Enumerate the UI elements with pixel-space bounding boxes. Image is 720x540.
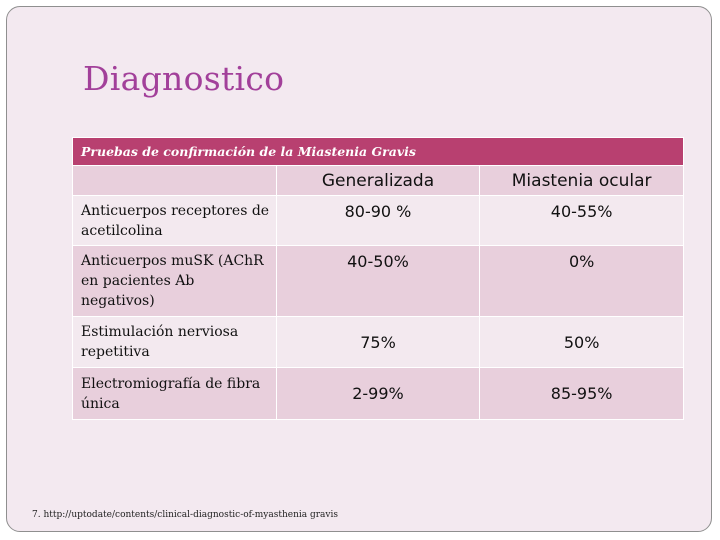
row-label: Anticuerpos muSK (AChR en pacientes Ab n… — [72, 245, 277, 317]
table-caption-row: Pruebas de confirmación de la Miastenia … — [72, 137, 684, 166]
generalizada-value: 75% — [275, 316, 481, 368]
generalizada-value: 40-50% — [275, 245, 481, 317]
column-header-generalizada: Generalizada — [275, 165, 481, 196]
row-label: Estimulación nerviosa repetitiva — [72, 316, 277, 368]
ocular-value: 40-55% — [479, 195, 684, 246]
generalizada-value: 80-90 % — [275, 195, 481, 246]
table-row: Estimulación nerviosa repetitiva 75% 50% — [72, 316, 684, 368]
row-label: Electromiografía de fibra única — [72, 367, 277, 420]
column-header-blank — [72, 165, 277, 196]
table-row: Anticuerpos receptores de acetilcolina 8… — [72, 195, 684, 246]
diagnosis-table: Pruebas de confirmación de la Miastenia … — [72, 137, 684, 420]
row-label: Anticuerpos receptores de acetilcolina — [72, 195, 277, 246]
column-header-ocular: Miastenia ocular — [479, 165, 684, 196]
table-row: Electromiografía de fibra única 2-99% 85… — [72, 367, 684, 420]
slide-title: Diagnostico — [83, 59, 285, 98]
ocular-value: 0% — [479, 245, 684, 317]
ocular-value: 85-95% — [479, 367, 684, 420]
ocular-value: 50% — [479, 316, 684, 368]
table-header-row: Generalizada Miastenia ocular — [72, 165, 684, 196]
table-caption: Pruebas de confirmación de la Miastenia … — [72, 137, 684, 166]
table-row: Anticuerpos muSK (AChR en pacientes Ab n… — [72, 245, 684, 317]
footnote-reference: 7. http://uptodate/contents/clinical-dia… — [32, 510, 338, 520]
generalizada-value: 2-99% — [275, 367, 481, 420]
